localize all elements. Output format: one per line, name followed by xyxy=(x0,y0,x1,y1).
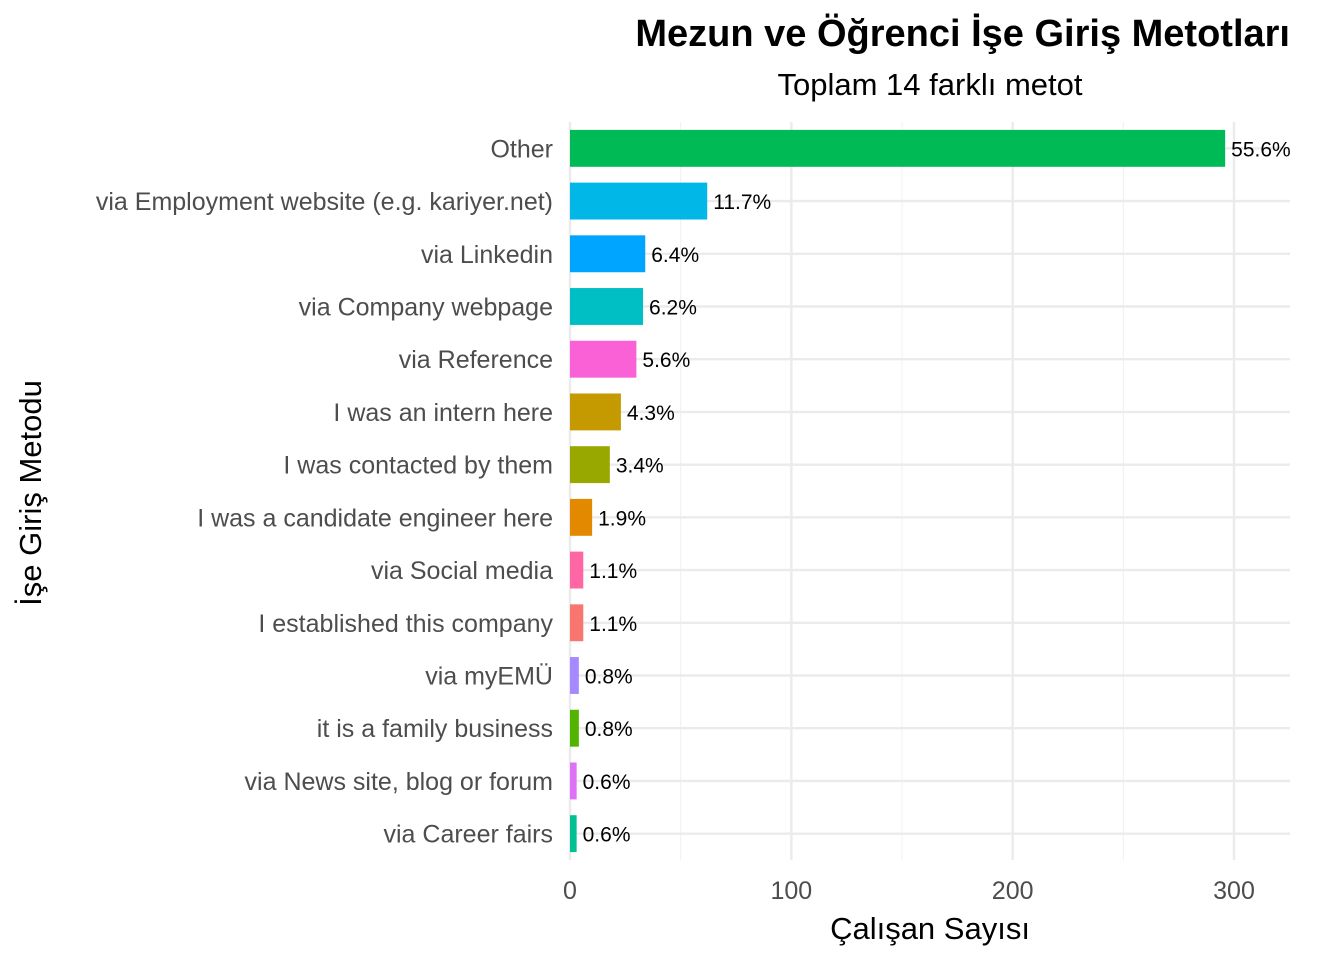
category-label: via Career fairs xyxy=(384,821,554,849)
bar xyxy=(570,446,610,484)
category-label: via Employment website (e.g. kariyer.net… xyxy=(96,188,553,216)
bar xyxy=(570,657,579,694)
category-label: via Reference xyxy=(399,346,553,374)
data-labels: 55.6% 11.7% 6.4% 6.2% 5.6% 4.3% 3.4% 1.9% 1.1% 1.… xyxy=(583,138,1291,846)
category-label: it is a family business xyxy=(317,715,553,743)
data-label: 3.4% xyxy=(616,455,664,478)
bar xyxy=(570,709,579,747)
category-label: via Company webpage xyxy=(299,294,553,322)
data-label: 1.1% xyxy=(589,560,637,583)
data-label: 5.6% xyxy=(642,349,690,372)
data-label: 6.2% xyxy=(649,297,697,320)
x-tick-label: 300 xyxy=(1213,877,1255,905)
bar xyxy=(570,393,621,431)
bar xyxy=(570,604,584,642)
category-label: I was contacted by them xyxy=(283,452,553,480)
x-tick-label: 200 xyxy=(992,877,1034,905)
bar xyxy=(570,762,577,800)
bar xyxy=(570,235,646,273)
bar xyxy=(570,288,644,325)
x-tick-label: 0 xyxy=(563,877,577,905)
x-tick-labels: 0 100 200 300 xyxy=(563,877,1255,905)
data-label: 6.4% xyxy=(651,244,699,267)
bar xyxy=(570,182,708,220)
category-label: via Linkedin xyxy=(421,241,553,269)
category-label: via News site, blog or forum xyxy=(245,768,553,796)
bar xyxy=(570,498,593,536)
chart-title: Mezun ve Öğrenci İşe Giriş Metotları xyxy=(635,12,1290,55)
data-label: 1.9% xyxy=(598,507,646,530)
grid-lines xyxy=(568,122,1290,860)
data-label: 0.8% xyxy=(585,718,633,741)
category-label: I was a candidate engineer here xyxy=(197,504,553,532)
bar xyxy=(570,551,584,589)
x-tick-label: 100 xyxy=(770,877,812,905)
data-label: 4.3% xyxy=(627,402,675,425)
category-labels: Other via Employment website (e.g. kariye… xyxy=(96,135,554,848)
category-label: via myEMÜ xyxy=(425,663,553,691)
chart-subtitle: Toplam 14 farklı metot xyxy=(778,67,1083,102)
bar xyxy=(570,815,577,853)
data-label: 11.7% xyxy=(713,191,771,214)
data-label: 0.8% xyxy=(585,666,633,689)
data-label: 0.6% xyxy=(583,771,631,794)
data-label: 0.6% xyxy=(583,824,631,847)
x-axis-title: Çalışan Sayısı xyxy=(830,911,1030,946)
bars xyxy=(570,129,1226,853)
category-label: via Social media xyxy=(371,557,553,585)
y-axis-title: İşe Giriş Metodu xyxy=(13,380,48,606)
data-label: 1.1% xyxy=(589,613,637,636)
bar xyxy=(570,340,637,378)
data-label: 55.6% xyxy=(1231,138,1291,161)
category-label: I was an intern here xyxy=(333,399,553,427)
category-label: I established this company xyxy=(258,610,553,638)
category-label: Other xyxy=(490,135,553,163)
bar xyxy=(570,129,1226,167)
